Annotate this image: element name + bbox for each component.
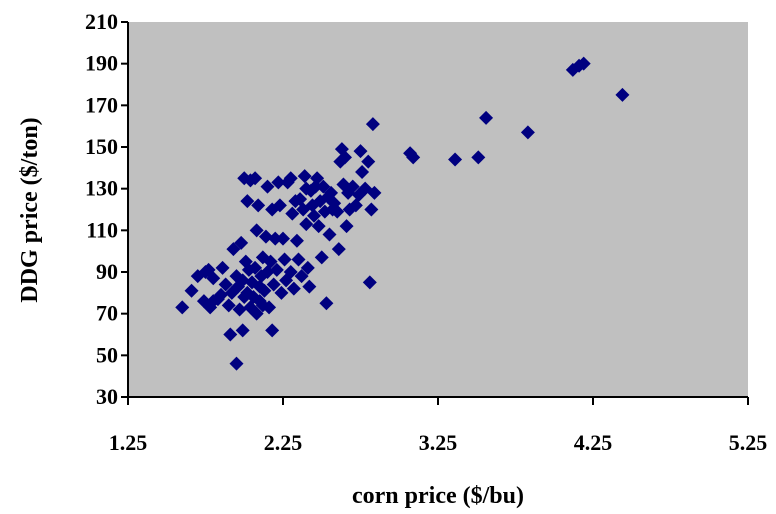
data-point [258,229,273,244]
data-point [331,242,346,257]
data-point [289,233,304,248]
x-tick-label: 1.25 [109,430,148,455]
data-point [260,179,275,194]
data-point [364,202,379,217]
data-point [214,287,228,302]
data-point [291,252,306,267]
data-point [175,300,190,315]
data-point [234,235,249,250]
data-point [251,198,266,213]
y-axis-ticks: 30 50 70 90 110 130 150 170 190 210 [85,9,128,409]
data-point [345,179,360,194]
data-point [348,198,363,213]
y-tick-label: 150 [85,134,118,159]
data-point [223,327,238,342]
data-point [286,281,301,296]
data-point [248,260,263,275]
data-point [362,275,377,290]
data-point [406,150,421,165]
data-point [365,117,380,132]
data-point [353,144,368,159]
data-point [361,154,376,169]
data-point [322,227,337,242]
data-point [260,265,275,279]
data-point [271,175,286,190]
data-point [265,323,280,338]
x-tick-label: 2.25 [264,430,303,455]
y-tick-label: 110 [86,217,118,242]
data-point [355,165,370,179]
data-point [229,356,244,371]
x-tick-label: 3.25 [419,430,458,455]
x-axis-ticks: 1.25 2.25 3.25 4.25 5.25 [109,397,768,455]
y-tick-label: 50 [96,342,118,367]
y-tick-label: 70 [96,301,118,326]
data-point [302,279,317,294]
plot-area [128,22,748,397]
data-point [319,296,334,311]
data-point [248,171,263,186]
y-tick-label: 130 [85,176,118,201]
data-point [615,87,630,102]
data-point [184,283,199,298]
y-tick-label: 210 [85,9,118,34]
data-point [338,150,352,165]
data-point [262,300,277,315]
data-point [285,206,300,221]
data-point [249,306,264,321]
x-tick-label: 5.25 [729,430,768,455]
data-point [299,217,314,232]
data-point [324,185,339,200]
data-point [272,198,287,213]
data-point [257,283,272,298]
data-point [276,231,290,246]
data-point [268,231,283,246]
data-point [367,185,382,200]
data-point [307,208,321,223]
data-point [565,62,580,77]
data-point [311,219,326,234]
data-point [330,204,345,219]
x-tick-label: 4.25 [574,430,613,455]
y-tick-label: 30 [96,384,118,409]
data-point [235,323,250,338]
data-point [520,125,535,140]
data-point [240,194,255,209]
data-point [448,152,463,167]
data-point [221,298,236,313]
data-point [297,169,312,184]
data-point [314,250,329,265]
data-point [235,273,250,288]
data-point [471,150,486,165]
data-point [249,223,264,238]
data-point [339,219,354,234]
data-point [232,302,247,317]
data-point [576,56,591,71]
data-point [274,285,289,300]
data-point [300,260,315,275]
data-point [294,269,309,284]
data-points [175,56,630,371]
data-point [243,300,258,315]
y-tick-label: 190 [85,51,118,76]
data-point [206,271,221,286]
data-point [215,260,230,275]
y-tick-label: 170 [85,92,118,117]
y-axis-title: DDG price ($/ton) [17,117,43,302]
data-point [293,192,308,207]
data-point [269,262,284,277]
data-point [283,265,298,279]
data-point [266,277,281,292]
data-point [218,277,233,292]
data-point [479,110,494,125]
data-point [283,171,298,186]
data-point [263,254,278,269]
y-tick-label: 90 [96,259,118,284]
x-axis-title: corn price ($/bu) [352,483,524,509]
data-point [277,252,292,267]
data-point [310,171,325,186]
